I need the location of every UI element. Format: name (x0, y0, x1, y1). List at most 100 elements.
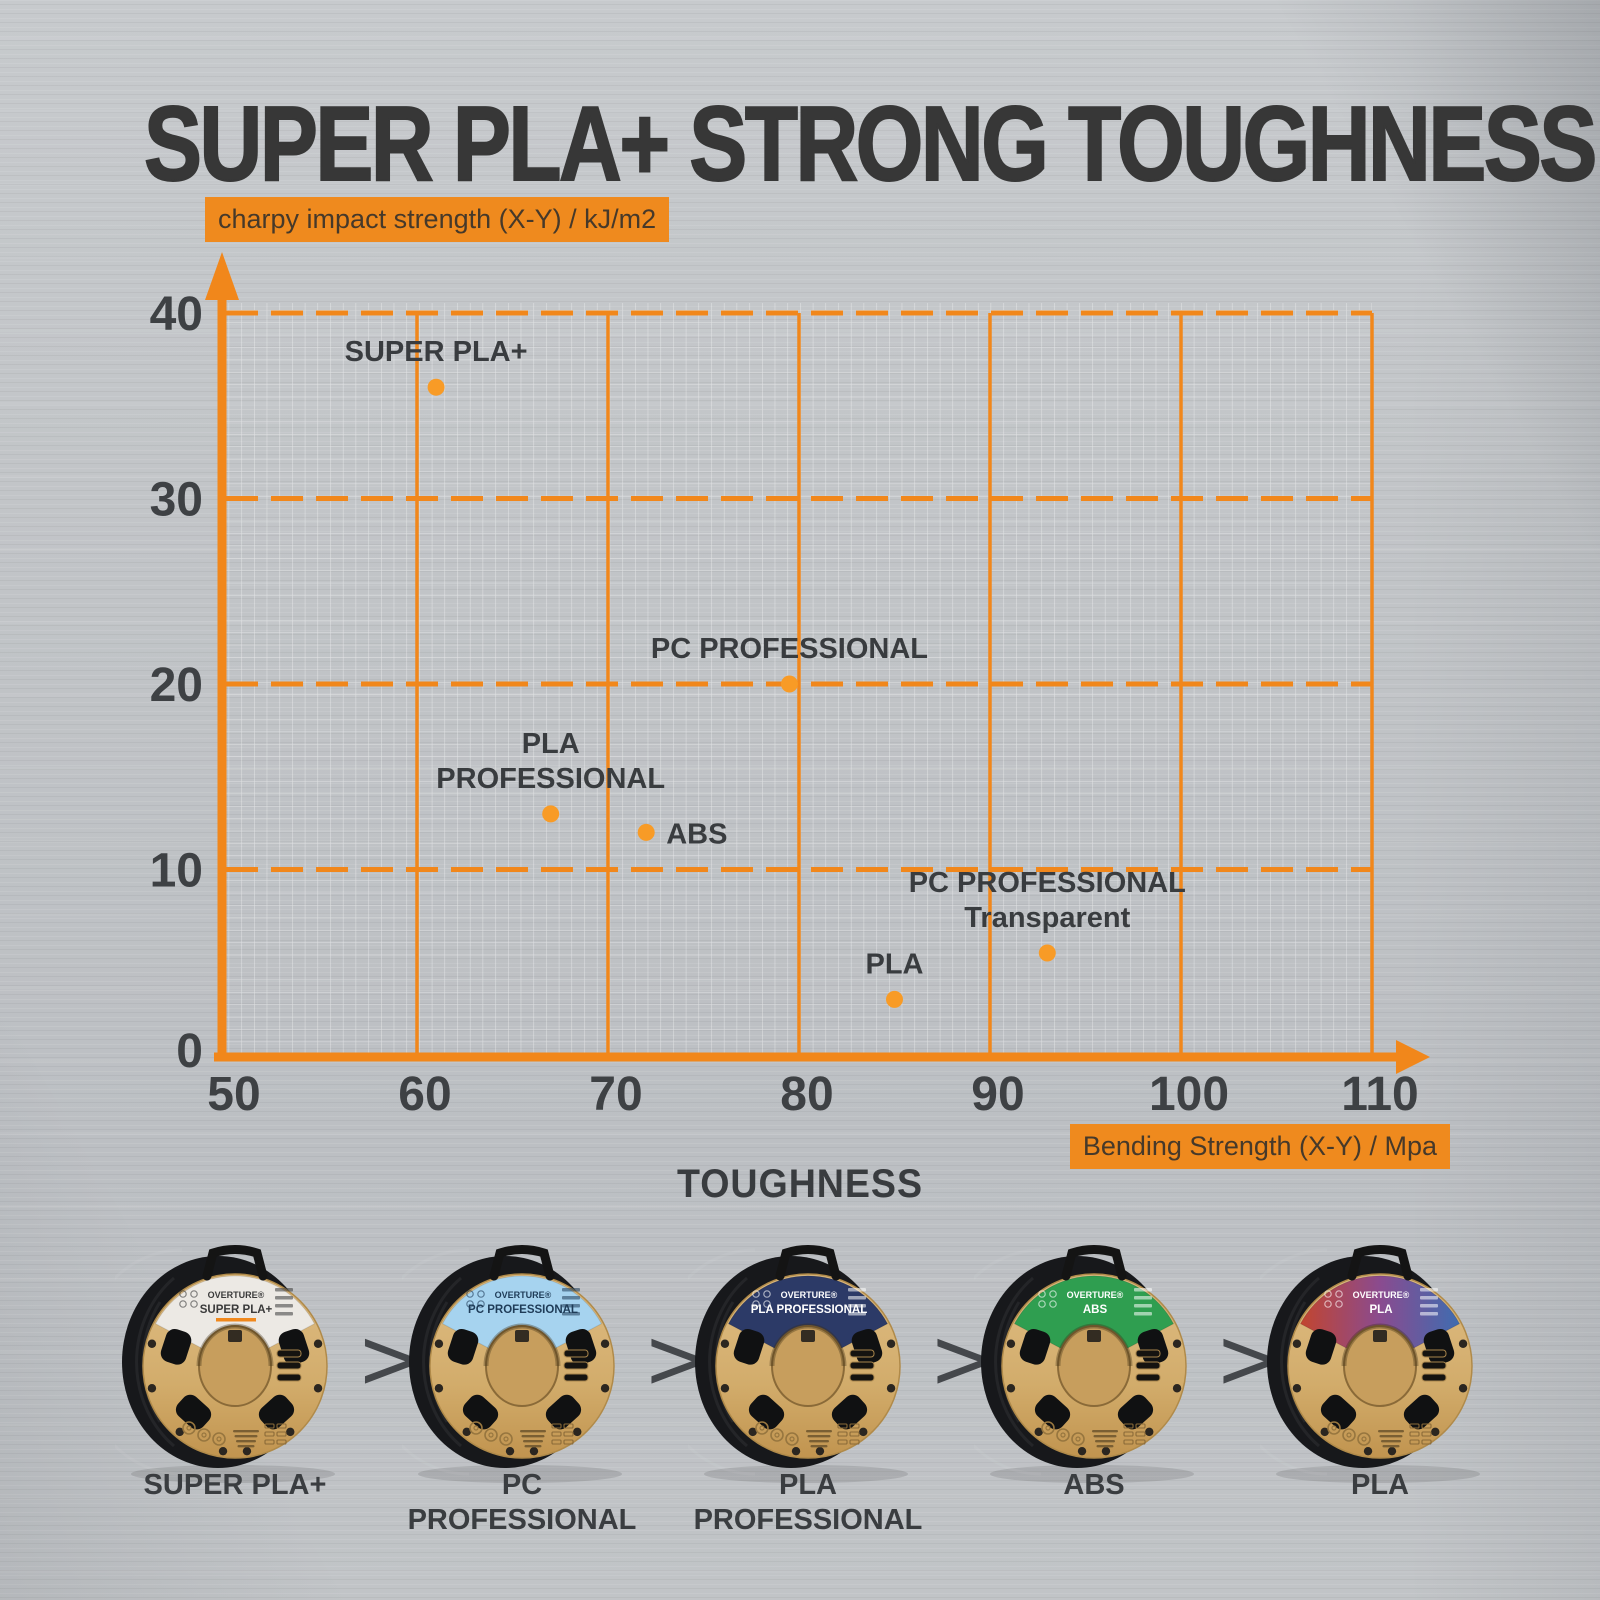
spool-caption: SUPER PLA+ (143, 1469, 327, 1501)
spool-rim-hole (242, 1446, 252, 1456)
spool-handle (1061, 1245, 1127, 1281)
spool-handle (489, 1245, 555, 1281)
spool-brand-text: OVERTURE® (495, 1290, 552, 1300)
spool-rim-hole (1292, 1339, 1302, 1348)
spool-material-text: PLA (1370, 1304, 1393, 1316)
y-tick-label: 40 (150, 288, 203, 341)
spool-cutout (462, 1394, 499, 1430)
spool-material-text: PLA PROFESSIONAL (751, 1304, 868, 1316)
x-axis-label-box: Bending Strength (X-Y) / Mpa (1069, 1124, 1450, 1169)
point-label: PC PROFESSIONAL (909, 867, 1186, 899)
spool-rim-hole (720, 1384, 730, 1393)
spool-rim-hole (886, 1384, 896, 1393)
x-tick-label: 70 (589, 1068, 642, 1121)
spool-rim-hole (218, 1446, 228, 1456)
spool-rim-hole (1363, 1446, 1373, 1456)
filament-spool: OVERTURE® PLA PROFESSIONAL (688, 1245, 908, 1483)
spool-rim-hole (1320, 1427, 1329, 1437)
spool-shadow (418, 1465, 622, 1483)
spool-cutout (733, 1328, 765, 1365)
spool-rim-hole (886, 1339, 896, 1348)
x-axis-arrow-icon (1396, 1040, 1430, 1074)
y-tick-label: 20 (150, 659, 203, 712)
spool-rim-hole (1431, 1427, 1440, 1437)
spool-label-accent-bar (216, 1318, 256, 1322)
spool-cutout (258, 1394, 295, 1430)
scatter-point (886, 990, 903, 1008)
filament-spool: OVERTURE® ABS (974, 1245, 1194, 1483)
point-label: PC PROFESSIONAL (651, 633, 928, 665)
spool-cutout (1403, 1394, 1440, 1430)
spool-cutout (1034, 1394, 1071, 1430)
spool-rim-hole (434, 1384, 444, 1393)
spool-cutout (175, 1394, 212, 1430)
spool-rim-hole (286, 1427, 295, 1437)
spool-hub-hole (485, 1325, 559, 1407)
spool-shadow (704, 1465, 908, 1483)
spool-cutout (1320, 1394, 1357, 1430)
spool-rim-hole (313, 1384, 323, 1393)
spool-shadow (1276, 1465, 1480, 1483)
spool-material-text: PC PROFESSIONAL (468, 1304, 578, 1316)
filament-spool: OVERTURE® SUPER PLA+ (115, 1245, 335, 1483)
spool-rim-hole (462, 1427, 471, 1437)
spool-rim-hole (748, 1427, 757, 1437)
spool-caption: PC PROFESSIONAL (407, 1469, 637, 1536)
spool-hub-hole (198, 1325, 272, 1407)
spool-rim-hole (1292, 1384, 1302, 1393)
page-title: SUPER PLA+ STRONG TOUGHNESS (143, 84, 1598, 204)
spool-rim-hole (1387, 1446, 1397, 1456)
spool-rim-hole (791, 1446, 801, 1456)
spool-shadow (131, 1465, 335, 1483)
point-label: PLA (866, 948, 924, 980)
spool-rim-hole (600, 1339, 610, 1348)
spool-rim-hole (1006, 1384, 1016, 1393)
spool-hub-hole (771, 1325, 845, 1407)
x-tick-label: 80 (780, 1068, 833, 1121)
spool-rim-hole (600, 1384, 610, 1393)
y-axis-arrow-icon (205, 252, 239, 300)
spool-hub-hole (1057, 1325, 1131, 1407)
scatter-point (1038, 944, 1056, 962)
spool-cutout (831, 1394, 868, 1430)
spool-cutout (1117, 1394, 1154, 1430)
point-label: SUPER PLA+ (345, 336, 528, 368)
spool-material-text: ABS (1083, 1304, 1108, 1316)
y-tick-label: 30 (150, 474, 203, 527)
spool-rim-hole (147, 1339, 157, 1348)
spool-rim-hole (573, 1427, 582, 1437)
spool-material-text: SUPER PLA+ (200, 1304, 273, 1316)
spool-rim-hole (147, 1384, 157, 1393)
spool-rim-hole (859, 1427, 868, 1437)
x-tick-label: 60 (398, 1068, 451, 1121)
spool-cutout (447, 1328, 479, 1365)
spool-cutout (1019, 1328, 1051, 1365)
spool-rim-hole (1077, 1446, 1087, 1456)
spool-handle (1347, 1245, 1413, 1281)
spool-caption: PLA PROFESSIONAL (693, 1469, 923, 1536)
spool-rim-hole (175, 1427, 184, 1437)
toughness-heading: TOUGHNESS (677, 1162, 923, 1206)
y-tick-label: 0 (176, 1025, 203, 1078)
x-tick-label: 50 (207, 1068, 260, 1121)
scatter-point (637, 823, 655, 841)
spool-rim-hole (815, 1446, 825, 1456)
spool-handle (202, 1245, 268, 1281)
spool-rim-hole (1034, 1427, 1043, 1437)
spool-rim-hole (1172, 1384, 1182, 1393)
spool-cutout (545, 1394, 582, 1430)
point-label: PROFESSIONAL (436, 763, 665, 795)
spool-cutout (1305, 1328, 1337, 1365)
spool-caption: ABS (1063, 1469, 1125, 1501)
point-label: PLA (522, 728, 580, 760)
spool-brand-text: OVERTURE® (781, 1290, 838, 1300)
point-label: ABS (666, 818, 727, 850)
spool-hub-hole (1343, 1325, 1417, 1407)
spool-brand-text: OVERTURE® (1067, 1290, 1124, 1300)
spool-rim-hole (1006, 1339, 1016, 1348)
scatter-point (427, 378, 445, 396)
scatter-point (780, 675, 798, 693)
spool-rim-hole (529, 1446, 539, 1456)
